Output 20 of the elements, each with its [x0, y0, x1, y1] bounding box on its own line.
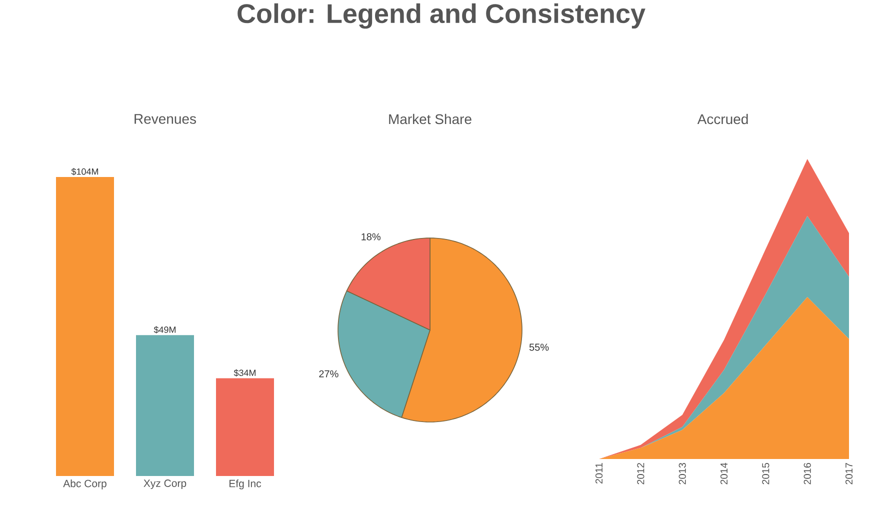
x-tick-label: Abc Corp — [63, 480, 106, 490]
x-tick-label: Efg Inc — [230, 480, 262, 490]
data-label: 18% — [362, 233, 381, 240]
data-label: $49M — [154, 326, 176, 334]
chart-title: Accrued — [697, 114, 748, 124]
x-tick-label: 2012 — [637, 463, 644, 484]
chart-title: Revenues — [134, 114, 196, 124]
x-tick-label: 2013 — [678, 462, 686, 484]
x-tick-label: 2015 — [762, 462, 770, 484]
x-tick-label: 2016 — [804, 462, 811, 484]
x-tick-label: Xyz Corp — [144, 480, 186, 490]
data-label: 27% — [319, 370, 338, 378]
x-tick-label: 2017 — [845, 463, 853, 484]
x-tick-label: 2011 — [595, 463, 603, 484]
chart-title: Market Share — [389, 114, 472, 124]
data-label: 55% — [529, 344, 549, 351]
text: Color: Legend and Consistency — [238, 3, 646, 29]
data-label: $104M — [71, 168, 98, 176]
data-label: $34M — [234, 369, 256, 377]
x-tick-label: 2014 — [720, 462, 728, 484]
